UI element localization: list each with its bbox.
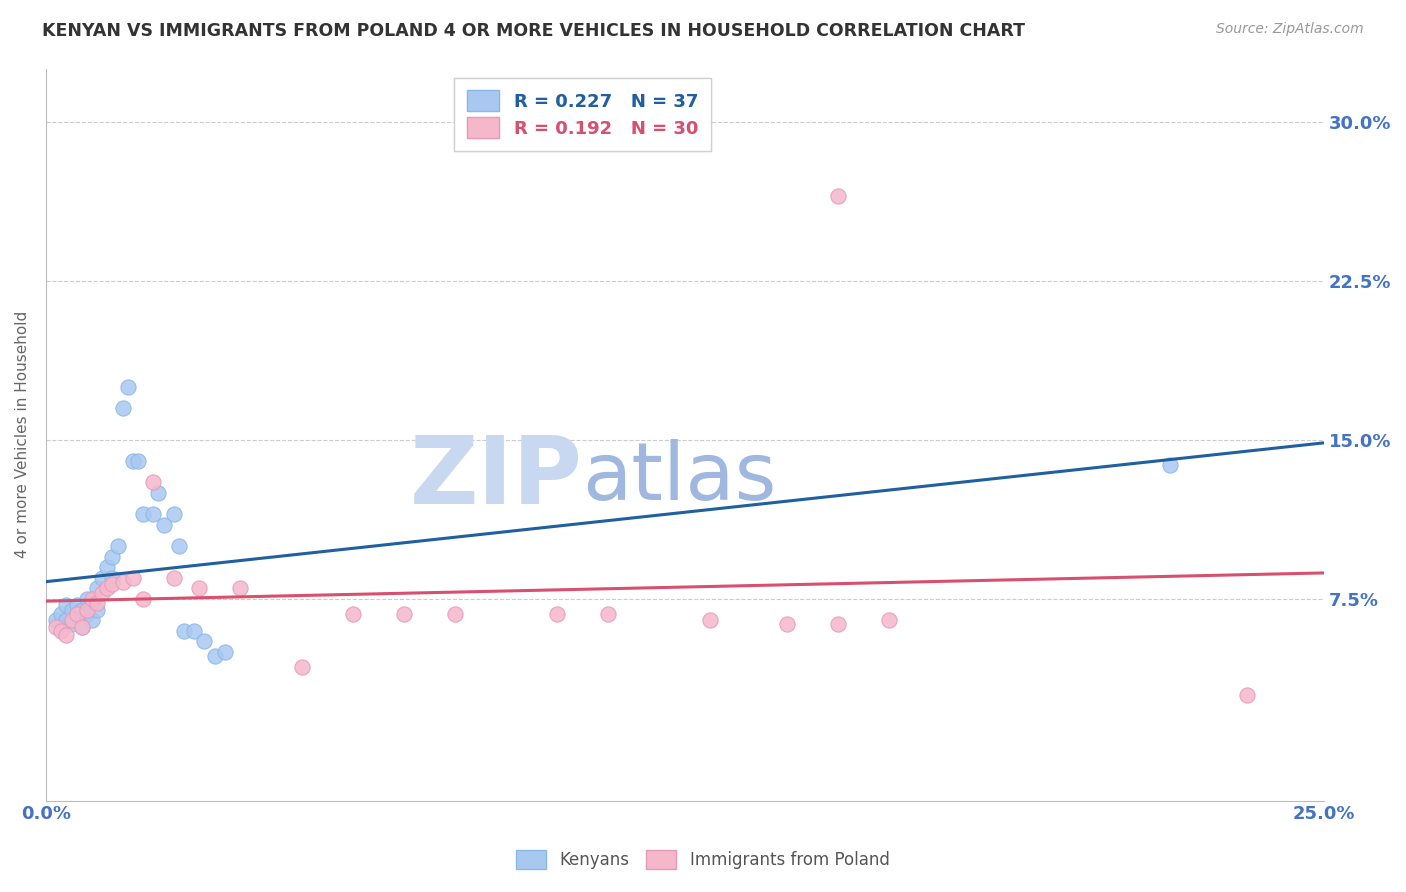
Point xyxy=(132,592,155,607)
Point xyxy=(204,649,226,664)
Point xyxy=(66,607,89,621)
Point xyxy=(80,592,103,607)
Point xyxy=(121,571,143,585)
Point xyxy=(342,607,364,621)
Point xyxy=(229,582,252,596)
Point xyxy=(96,582,118,596)
Point xyxy=(86,596,108,610)
Point xyxy=(60,617,83,632)
Point xyxy=(598,607,620,621)
Point xyxy=(132,507,155,521)
Point xyxy=(101,549,124,564)
Point xyxy=(55,628,77,642)
Point xyxy=(80,613,103,627)
Point xyxy=(91,571,114,585)
Point xyxy=(1159,458,1181,473)
Point xyxy=(163,507,186,521)
Point xyxy=(290,660,312,674)
Point xyxy=(101,571,124,585)
Point xyxy=(214,645,236,659)
Point xyxy=(55,599,77,613)
Point xyxy=(101,577,124,591)
Point xyxy=(148,486,170,500)
Point xyxy=(546,607,568,621)
Point xyxy=(70,619,93,633)
Point xyxy=(66,599,89,613)
Point xyxy=(163,571,186,585)
Point xyxy=(51,624,73,638)
Point xyxy=(86,602,108,616)
Point xyxy=(699,613,721,627)
Point xyxy=(111,401,134,415)
Point xyxy=(76,592,98,607)
Point xyxy=(107,539,129,553)
Point xyxy=(117,380,139,394)
Point xyxy=(1236,688,1258,702)
Point xyxy=(45,619,67,633)
Point xyxy=(443,607,465,621)
Point xyxy=(96,560,118,574)
Y-axis label: 4 or more Vehicles in Household: 4 or more Vehicles in Household xyxy=(15,311,30,558)
Point xyxy=(51,607,73,621)
Text: atlas: atlas xyxy=(582,440,778,517)
Point xyxy=(70,619,93,633)
Point xyxy=(183,624,205,638)
Point xyxy=(45,613,67,627)
Point xyxy=(188,582,211,596)
Point xyxy=(127,454,149,468)
Point xyxy=(66,607,89,621)
Point xyxy=(193,634,215,648)
Point xyxy=(152,517,174,532)
Point xyxy=(392,607,415,621)
Point xyxy=(827,189,849,203)
Point xyxy=(877,613,900,627)
Point xyxy=(76,607,98,621)
Point xyxy=(167,539,190,553)
Point xyxy=(70,602,93,616)
Point xyxy=(60,602,83,616)
Legend: R = 0.227   N = 37, R = 0.192   N = 30: R = 0.227 N = 37, R = 0.192 N = 30 xyxy=(454,78,711,151)
Point xyxy=(111,575,134,590)
Point xyxy=(86,582,108,596)
Text: Source: ZipAtlas.com: Source: ZipAtlas.com xyxy=(1216,22,1364,37)
Point xyxy=(142,507,165,521)
Point xyxy=(173,624,195,638)
Point xyxy=(76,602,98,616)
Point xyxy=(55,613,77,627)
Text: ZIP: ZIP xyxy=(409,433,582,524)
Point xyxy=(60,613,83,627)
Legend: Kenyans, Immigrants from Poland: Kenyans, Immigrants from Poland xyxy=(506,840,900,880)
Point xyxy=(121,454,143,468)
Point xyxy=(80,596,103,610)
Text: KENYAN VS IMMIGRANTS FROM POLAND 4 OR MORE VEHICLES IN HOUSEHOLD CORRELATION CHA: KENYAN VS IMMIGRANTS FROM POLAND 4 OR MO… xyxy=(42,22,1025,40)
Point xyxy=(776,617,799,632)
Point xyxy=(91,585,114,599)
Point xyxy=(827,617,849,632)
Point xyxy=(142,475,165,490)
